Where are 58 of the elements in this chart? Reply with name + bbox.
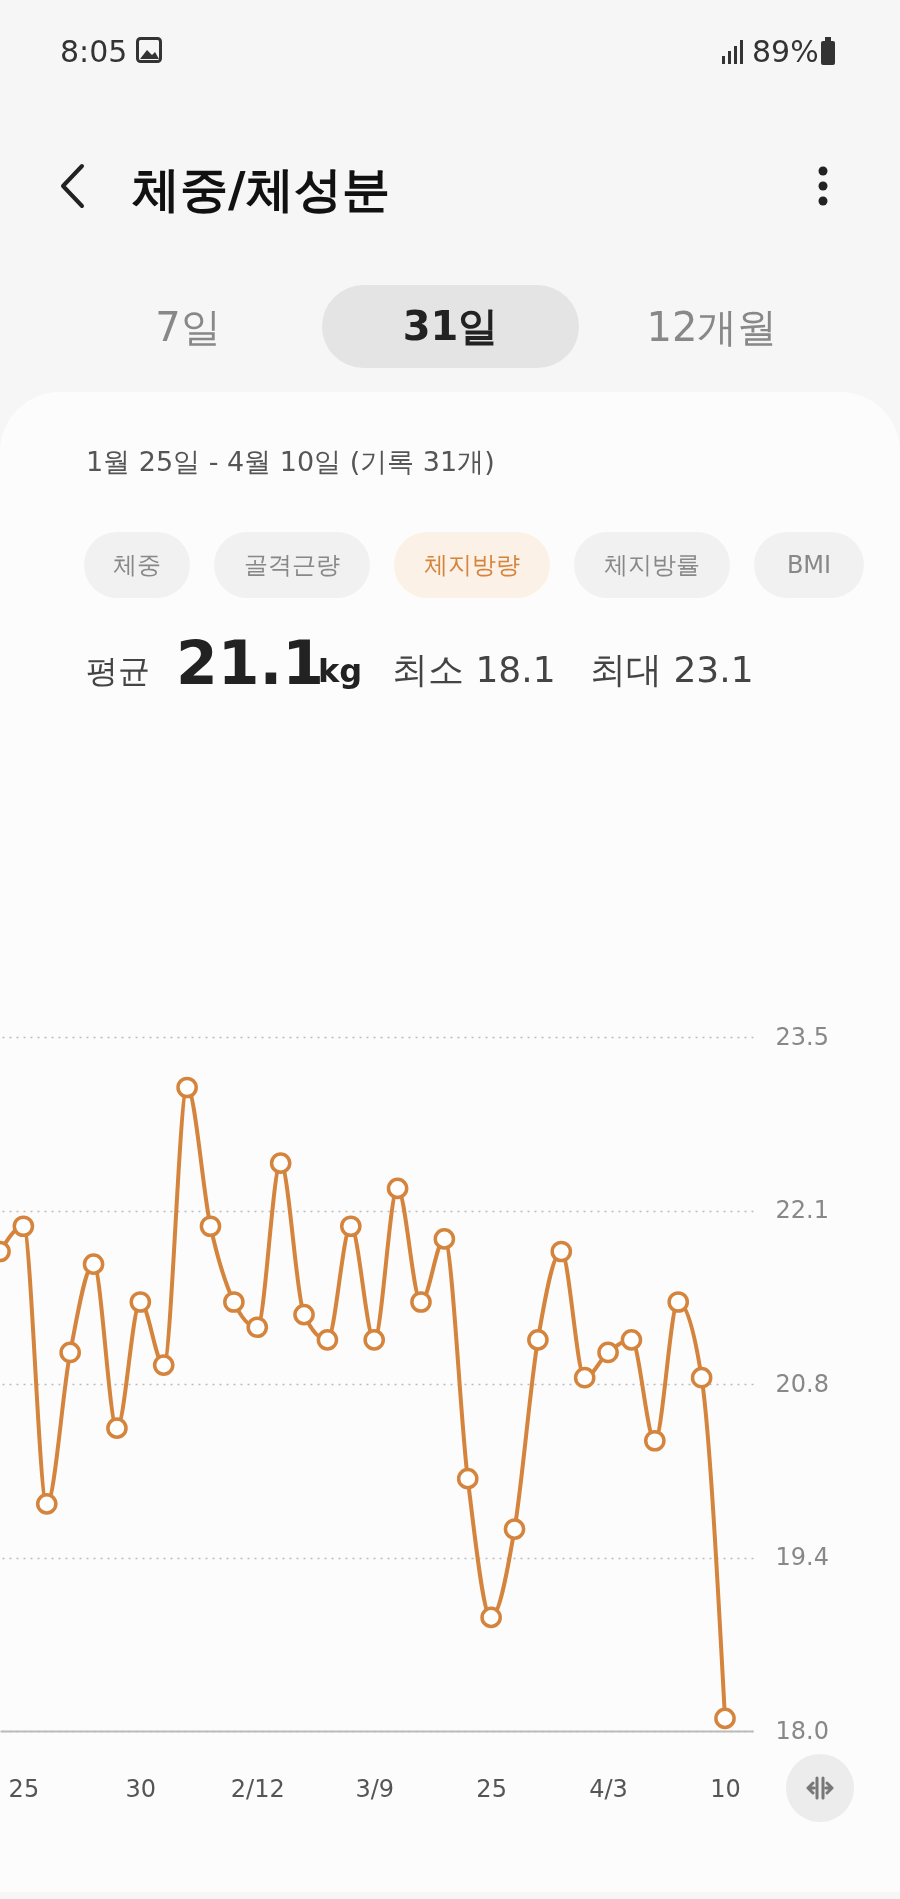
text: 체지방률 (574, 532, 730, 598)
point (339, 1215, 362, 1238)
point (573, 1366, 596, 1389)
x-tick-label: 10 (710, 1774, 741, 1803)
point (597, 1341, 619, 1364)
text: 평균 (86, 651, 150, 692)
point (35, 1493, 58, 1515)
point (269, 1152, 292, 1174)
point (106, 1417, 128, 1439)
point (480, 1606, 502, 1629)
chart-subtitle: 1월 25일 - 4월 10일 (기록 31개) (86, 445, 495, 479)
y-tick-label: 19.4 (775, 1543, 829, 1571)
text: 89% (752, 34, 819, 69)
chart-title: 체중/체성분 (132, 160, 390, 219)
text: 12개월 (645, 303, 779, 352)
x-tick-label: 3/9 (355, 1774, 395, 1803)
point (152, 1354, 175, 1376)
y-tick-label: 18.0 (775, 1716, 829, 1745)
point (690, 1366, 713, 1389)
point (527, 1329, 549, 1351)
x-tick-label: 2/12 (230, 1774, 285, 1803)
point (82, 1253, 105, 1275)
point (644, 1429, 666, 1452)
point (12, 1215, 35, 1238)
x-tick-label: 25 (476, 1774, 507, 1803)
text: 골격근량 (214, 532, 370, 598)
point (620, 1329, 643, 1351)
x-tick-label: 30 (125, 1774, 157, 1803)
text: BMI (754, 532, 864, 598)
text: 최대 23.1 (590, 648, 754, 692)
point (176, 1076, 198, 1099)
y-tick-label: 22.1 (775, 1196, 829, 1224)
point (129, 1291, 152, 1313)
point (503, 1518, 526, 1540)
text: 체지방량 (394, 532, 550, 598)
point (59, 1341, 81, 1364)
x-tick-label: 25 (8, 1774, 40, 1803)
y-tick-label: 20.8 (775, 1369, 829, 1398)
point (246, 1316, 269, 1339)
text: 최소 18.1 (392, 648, 556, 692)
point (410, 1291, 432, 1313)
point (199, 1215, 222, 1238)
point (433, 1228, 456, 1250)
point (714, 1707, 736, 1730)
x-tick-label: 4/3 (589, 1774, 628, 1803)
point (550, 1240, 573, 1263)
point (667, 1291, 690, 1313)
point (456, 1467, 479, 1490)
point (386, 1177, 409, 1200)
point (363, 1329, 386, 1351)
point (316, 1329, 339, 1351)
text: 체중 (84, 532, 190, 598)
point (293, 1303, 315, 1326)
point (223, 1291, 245, 1313)
text: 8:05 (60, 34, 128, 69)
text: 7일 (154, 303, 222, 352)
y-tick-label: 23.5 (775, 1022, 829, 1051)
text: 31일 (322, 285, 579, 368)
